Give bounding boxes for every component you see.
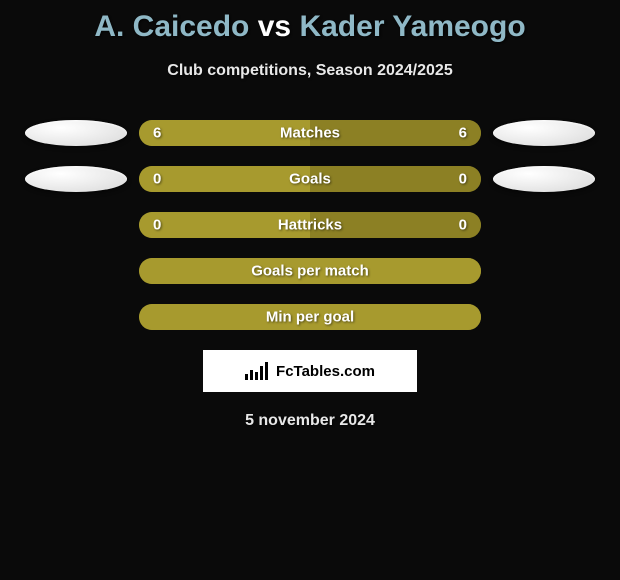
stat-bar: 0 0 Goals [139, 166, 481, 192]
right-pill [493, 258, 595, 284]
title-player2: Kader Yameogo [299, 10, 525, 43]
fctables-logo: FcTables.com [203, 350, 417, 392]
title-vs: vs [258, 10, 300, 43]
left-pill [25, 258, 127, 284]
title-player1: A. Caicedo [94, 10, 249, 43]
bar-right-fill [310, 166, 481, 192]
stat-row: 6 6 Matches [0, 120, 620, 146]
stat-bar: Min per goal [139, 304, 481, 330]
stat-row: 0 0 Goals [0, 166, 620, 192]
bar-label: Hattricks [278, 217, 342, 234]
stat-bar: 6 6 Matches [139, 120, 481, 146]
right-pill [493, 304, 595, 330]
bar-left-fill [139, 166, 310, 192]
bar-label: Matches [280, 125, 340, 142]
date-text: 5 november 2024 [0, 412, 620, 430]
bar-value-left: 0 [153, 171, 161, 188]
bar-value-right: 6 [459, 125, 467, 142]
bar-label: Goals per match [251, 263, 369, 280]
comparison-rows: 6 6 Matches 0 0 Goals 0 0 Hattricks Goals per mat… [0, 120, 620, 330]
stat-row: 0 0 Hattricks [0, 212, 620, 238]
bar-value-left: 0 [153, 217, 161, 234]
left-pill [25, 304, 127, 330]
bar-value-right: 0 [459, 171, 467, 188]
bar-value-left: 6 [153, 125, 161, 142]
right-pill [493, 120, 595, 146]
subtitle: Club competitions, Season 2024/2025 [0, 62, 620, 80]
right-pill [493, 166, 595, 192]
page-title: A. Caicedo vs Kader Yameogo [0, 0, 620, 44]
stat-row: Goals per match [0, 258, 620, 284]
right-pill [493, 212, 595, 238]
left-pill [25, 166, 127, 192]
logo-chart-icon [245, 362, 270, 380]
bar-label: Goals [289, 171, 331, 188]
bar-label: Min per goal [266, 309, 354, 326]
stat-row: Min per goal [0, 304, 620, 330]
stat-bar: 0 0 Hattricks [139, 212, 481, 238]
left-pill [25, 212, 127, 238]
bar-value-right: 0 [459, 217, 467, 234]
logo-text: FcTables.com [276, 363, 375, 380]
stat-bar: Goals per match [139, 258, 481, 284]
left-pill [25, 120, 127, 146]
